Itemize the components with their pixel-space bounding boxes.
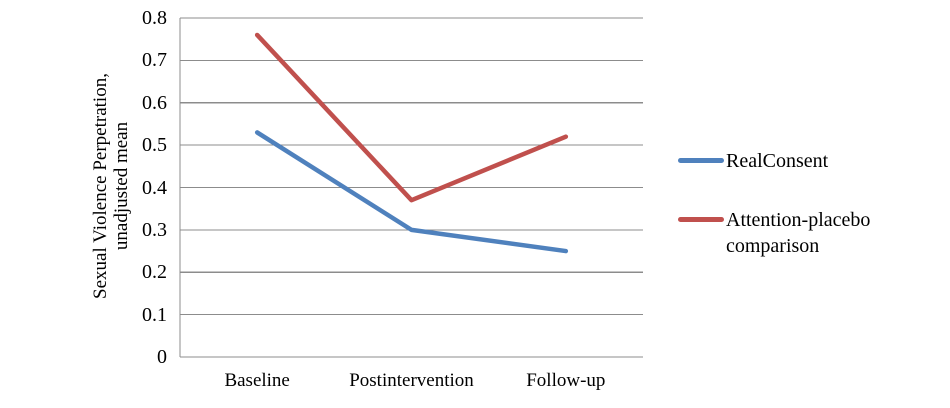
realconsent-line-swatch xyxy=(678,158,724,163)
series-line-attention-placebo-comparison xyxy=(254,32,569,203)
y-tick-label-0.7: 0.7 xyxy=(142,49,167,72)
legend-item-attention-placebo: Attention-placebo comparison xyxy=(678,207,908,259)
y-tick-label-0.2: 0.2 xyxy=(142,261,167,284)
y-tick-label-0.6: 0.6 xyxy=(142,91,167,114)
legend-label-realconsent: RealConsent xyxy=(726,150,829,172)
legend-item-realconsent: RealConsent xyxy=(678,148,908,174)
y-tick-label-0.4: 0.4 xyxy=(142,176,167,199)
legend-label-attention-placebo: Attention-placebo comparison xyxy=(726,209,871,257)
x-category-label-baseline: Baseline xyxy=(224,370,290,391)
x-category-label-postintervention: Postintervention xyxy=(349,370,474,391)
series-line-realconsent xyxy=(254,130,569,254)
y-tick-label-0: 0 xyxy=(157,346,167,368)
attention-placebo-line-swatch xyxy=(678,217,724,222)
y-tick-label-0.3: 0.3 xyxy=(142,218,167,241)
y-tick-label-0.8: 0.8 xyxy=(142,7,167,29)
x-category-label-follow-up: Follow-up xyxy=(526,370,606,391)
y-tick-label-0.1: 0.1 xyxy=(142,303,167,326)
y-tick-label-0.5: 0.5 xyxy=(142,134,167,157)
